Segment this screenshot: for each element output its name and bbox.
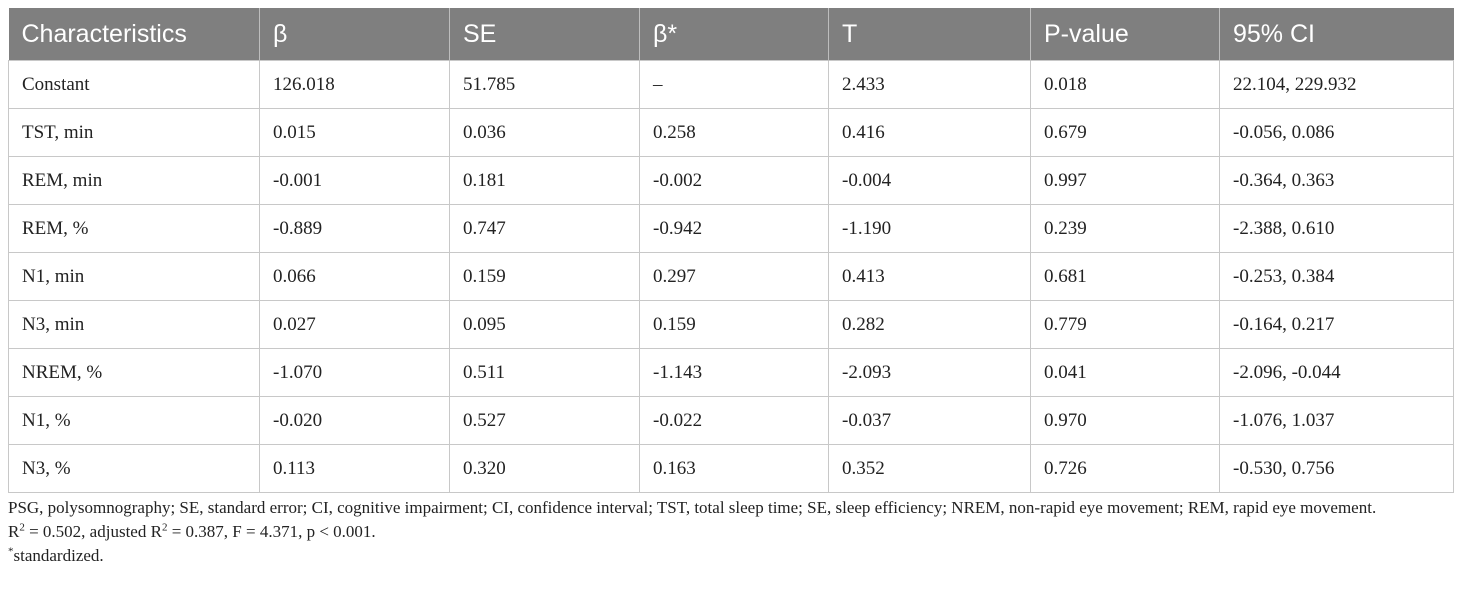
- model-stats-rest: = 0.387, F = 4.371, p < 0.001.: [167, 522, 376, 541]
- cell-95-ci: -2.096, -0.044: [1219, 348, 1454, 397]
- cell-t: -0.004: [828, 156, 1031, 205]
- cell-beta: 0.066: [259, 252, 450, 301]
- cell-beta: -1.070: [259, 348, 450, 397]
- regression-table: Characteristics β SE β* T P-value 95% CI…: [8, 8, 1454, 493]
- header-t: T: [828, 8, 1031, 61]
- header-p-value: P-value: [1030, 8, 1220, 61]
- cell-se: 51.785: [449, 60, 640, 109]
- cell-p-value: 0.679: [1030, 108, 1220, 157]
- table-row: N3, % 0.113 0.320 0.163 0.352 0.726 -0.5…: [8, 444, 1454, 493]
- cell-beta-standardized: -0.002: [639, 156, 829, 205]
- cell-beta-standardized: –: [639, 60, 829, 109]
- row-label: Constant: [8, 60, 260, 109]
- cell-se: 0.159: [449, 252, 640, 301]
- abbreviations-note: PSG, polysomnography; SE, standard error…: [8, 498, 1377, 517]
- table-row: REM, % -0.889 0.747 -0.942 -1.190 0.239 …: [8, 204, 1454, 253]
- cell-p-value: 0.779: [1030, 300, 1220, 349]
- cell-t: 0.416: [828, 108, 1031, 157]
- row-label: REM, %: [8, 204, 260, 253]
- cell-p-value: 0.681: [1030, 252, 1220, 301]
- row-label: N3, %: [8, 444, 260, 493]
- row-label: REM, min: [8, 156, 260, 205]
- cell-p-value: 0.018: [1030, 60, 1220, 109]
- cell-beta: 0.113: [259, 444, 450, 493]
- table-row: N3, min 0.027 0.095 0.159 0.282 0.779 -0…: [8, 300, 1454, 349]
- cell-beta-standardized: -0.942: [639, 204, 829, 253]
- cell-se: 0.527: [449, 396, 640, 445]
- cell-t: 0.282: [828, 300, 1031, 349]
- cell-p-value: 0.239: [1030, 204, 1220, 253]
- table-header-row: Characteristics β SE β* T P-value 95% CI: [8, 8, 1454, 61]
- table-footnotes: PSG, polysomnography; SE, standard error…: [8, 496, 1453, 568]
- cell-p-value: 0.997: [1030, 156, 1220, 205]
- row-label: TST, min: [8, 108, 260, 157]
- standardized-note: *standardized.: [8, 544, 1453, 568]
- cell-se: 0.511: [449, 348, 640, 397]
- cell-95-ci: -0.253, 0.384: [1219, 252, 1454, 301]
- header-beta-standardized: β*: [639, 8, 829, 61]
- cell-t: 0.413: [828, 252, 1031, 301]
- asterisk-mark: *: [8, 545, 14, 558]
- table-row: N1, min 0.066 0.159 0.297 0.413 0.681 -0…: [8, 252, 1454, 301]
- adjusted-r2-superscript: 2: [161, 521, 168, 534]
- cell-beta-standardized: -0.022: [639, 396, 829, 445]
- cell-beta: -0.889: [259, 204, 450, 253]
- cell-se: 0.036: [449, 108, 640, 157]
- table-row: NREM, % -1.070 0.511 -1.143 -2.093 0.041…: [8, 348, 1454, 397]
- cell-se: 0.747: [449, 204, 640, 253]
- table-row: REM, min -0.001 0.181 -0.002 -0.004 0.99…: [8, 156, 1454, 205]
- cell-p-value: 0.041: [1030, 348, 1220, 397]
- cell-beta-standardized: 0.159: [639, 300, 829, 349]
- cell-se: 0.095: [449, 300, 640, 349]
- row-label: N3, min: [8, 300, 260, 349]
- cell-p-value: 0.970: [1030, 396, 1220, 445]
- model-statistics-note: R2 = 0.502, adjusted R2 = 0.387, F = 4.3…: [8, 520, 1453, 544]
- cell-beta: -0.001: [259, 156, 450, 205]
- cell-beta-standardized: 0.258: [639, 108, 829, 157]
- cell-beta: 0.015: [259, 108, 450, 157]
- r2-label: R: [8, 522, 20, 541]
- cell-beta: -0.020: [259, 396, 450, 445]
- cell-95-ci: -2.388, 0.610: [1219, 204, 1454, 253]
- table-row: TST, min 0.015 0.036 0.258 0.416 0.679 -…: [8, 108, 1454, 157]
- cell-beta: 0.027: [259, 300, 450, 349]
- table-row: Constant 126.018 51.785 – 2.433 0.018 22…: [8, 60, 1454, 109]
- cell-95-ci: -0.164, 0.217: [1219, 300, 1454, 349]
- regression-table-container: Characteristics β SE β* T P-value 95% CI…: [8, 8, 1454, 493]
- row-label: N1, %: [8, 396, 260, 445]
- cell-t: -2.093: [828, 348, 1031, 397]
- cell-beta: 126.018: [259, 60, 450, 109]
- cell-beta-standardized: 0.163: [639, 444, 829, 493]
- cell-beta-standardized: 0.297: [639, 252, 829, 301]
- cell-t: 2.433: [828, 60, 1031, 109]
- header-se: SE: [449, 8, 640, 61]
- cell-beta-standardized: -1.143: [639, 348, 829, 397]
- row-label: N1, min: [8, 252, 260, 301]
- cell-se: 0.181: [449, 156, 640, 205]
- table-row: N1, % -0.020 0.527 -0.022 -0.037 0.970 -…: [8, 396, 1454, 445]
- r2-value: = 0.502, adjusted R: [24, 522, 162, 541]
- header-95-ci: 95% CI: [1219, 8, 1454, 61]
- cell-95-ci: -1.076, 1.037: [1219, 396, 1454, 445]
- r2-superscript: 2: [19, 521, 25, 534]
- cell-t: -1.190: [828, 204, 1031, 253]
- cell-p-value: 0.726: [1030, 444, 1220, 493]
- cell-95-ci: -0.056, 0.086: [1219, 108, 1454, 157]
- cell-t: -0.037: [828, 396, 1031, 445]
- header-characteristics: Characteristics: [8, 8, 260, 61]
- cell-t: 0.352: [828, 444, 1031, 493]
- header-beta: β: [259, 8, 450, 61]
- cell-95-ci: -0.530, 0.756: [1219, 444, 1454, 493]
- cell-95-ci: 22.104, 229.932: [1219, 60, 1454, 109]
- standardized-text: standardized.: [13, 546, 104, 565]
- cell-95-ci: -0.364, 0.363: [1219, 156, 1454, 205]
- row-label: NREM, %: [8, 348, 260, 397]
- cell-se: 0.320: [449, 444, 640, 493]
